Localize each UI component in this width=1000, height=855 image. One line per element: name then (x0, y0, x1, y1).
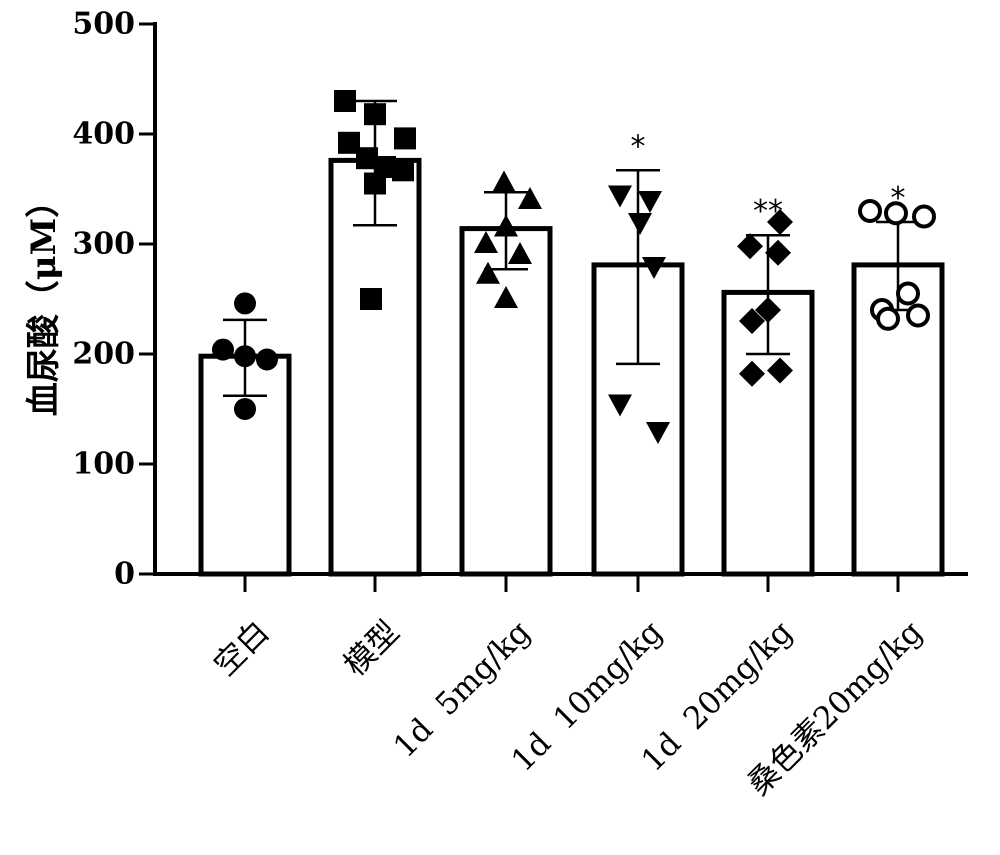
bar (459, 226, 553, 577)
data-point (234, 292, 256, 315)
error-bars (223, 99, 920, 398)
data-point (338, 131, 360, 154)
data-point (896, 281, 920, 306)
data-point (494, 214, 518, 237)
y-axis: 0 100 200 300 400 500 (72, 7, 157, 592)
data-point (739, 308, 765, 334)
data-point (767, 357, 793, 384)
data-point (476, 261, 500, 284)
data-point (884, 201, 908, 226)
data-point (234, 398, 256, 420)
data-point (755, 297, 781, 323)
data-point (767, 209, 793, 235)
data-point (765, 239, 791, 266)
y-tick-label: 200 (72, 337, 135, 372)
data-point (334, 90, 356, 112)
x-tick-label: 空白 (207, 614, 276, 683)
data-point (518, 187, 542, 209)
significance-mark: * (631, 129, 646, 164)
data-point (356, 147, 378, 170)
bars (198, 157, 945, 577)
data-point (912, 204, 936, 229)
data-point (608, 394, 632, 417)
significance-mark: * (891, 181, 906, 216)
data-point (364, 172, 386, 195)
y-axis-label: 血尿酸（μM） (24, 184, 64, 417)
significance-mark: ** (753, 194, 783, 229)
x-tick-label: 模型 (337, 614, 406, 683)
y-tick-label: 0 (114, 557, 135, 592)
y-tick-label: 100 (72, 447, 135, 482)
data-point (508, 242, 532, 264)
y-tick-label: 400 (72, 117, 135, 152)
data-point (642, 257, 666, 279)
data-point (608, 185, 632, 208)
data-point (212, 338, 234, 361)
data-point (739, 360, 765, 387)
data-point (474, 231, 498, 253)
bar (328, 157, 422, 577)
y-tick-label: 300 (72, 227, 135, 262)
data-point (906, 303, 930, 328)
data-point (737, 233, 763, 260)
data-points (212, 90, 936, 444)
data-point (492, 170, 516, 193)
data-point (364, 103, 386, 126)
significance-marks: *** * (631, 129, 906, 229)
data-point (858, 199, 882, 223)
data-point (638, 191, 662, 213)
data-point (628, 213, 652, 235)
data-point (392, 159, 414, 182)
data-point (394, 127, 416, 150)
data-point (256, 348, 278, 371)
data-point (360, 288, 382, 310)
y-tick-label: 500 (72, 7, 135, 42)
data-point (646, 422, 670, 444)
data-point (876, 306, 900, 331)
data-point (234, 345, 256, 368)
data-point (494, 286, 518, 308)
